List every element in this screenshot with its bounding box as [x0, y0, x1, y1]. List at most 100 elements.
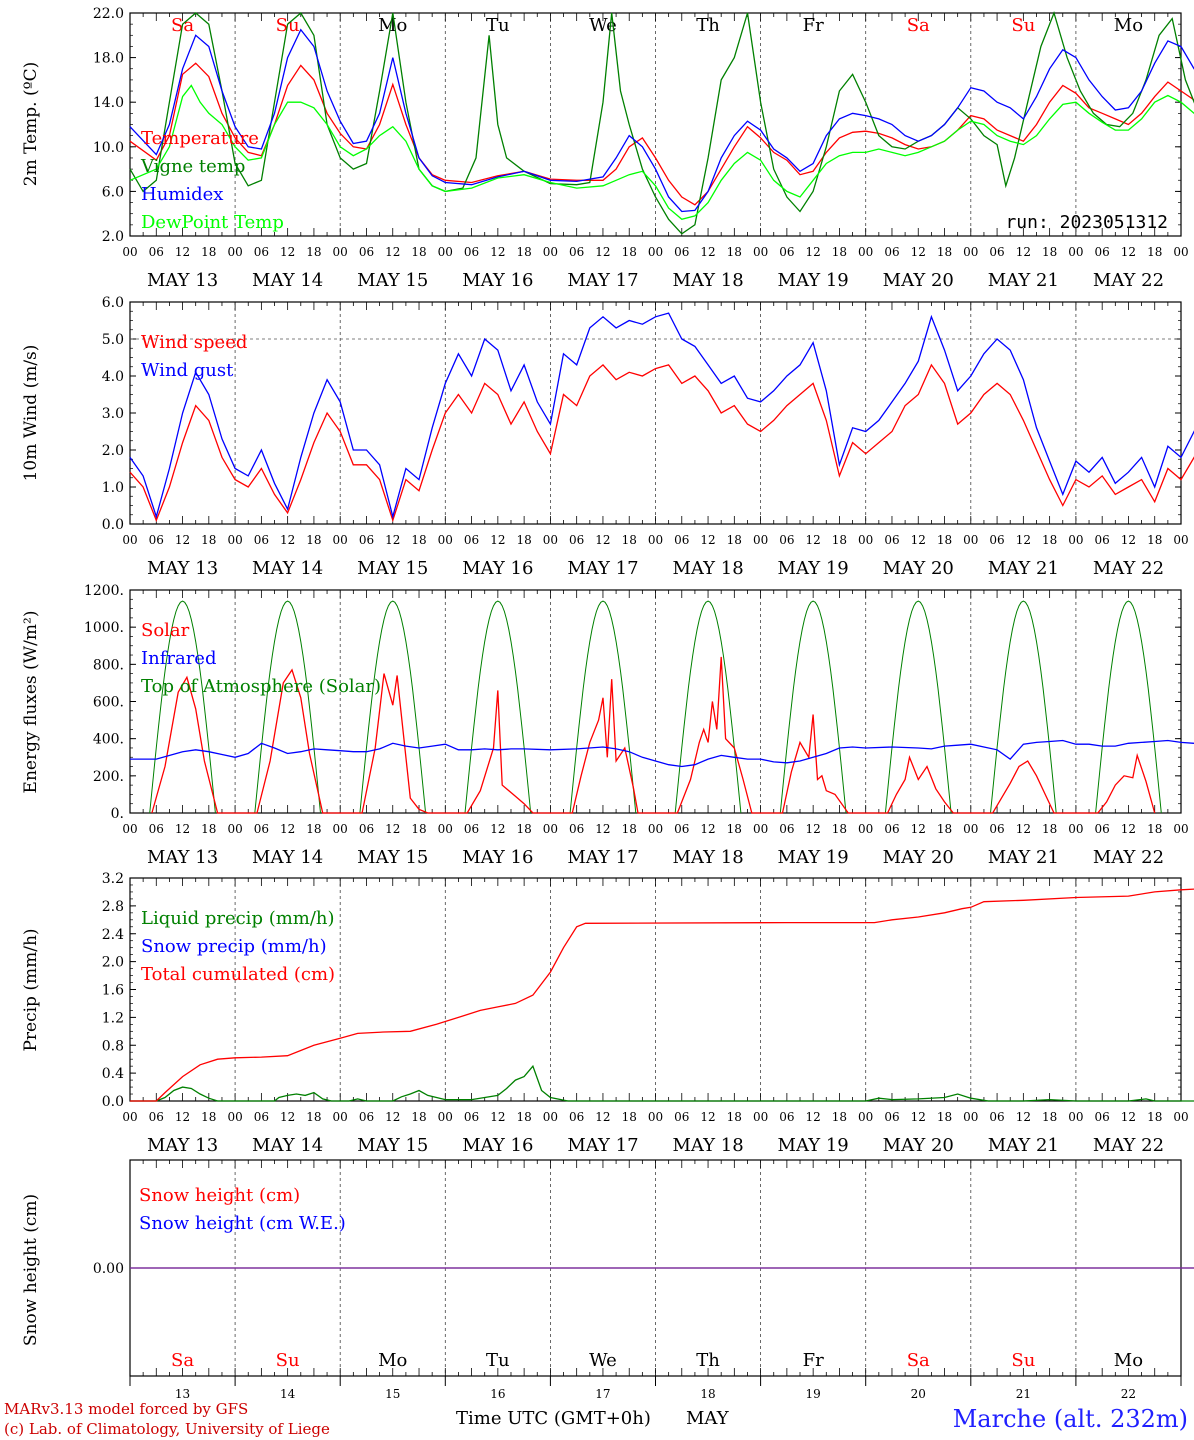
date-label: MAY 20	[883, 847, 954, 868]
hour-label: 18	[937, 533, 952, 547]
hour-label: 00	[858, 533, 873, 547]
hour-label: 00	[227, 1110, 242, 1124]
hour-label: 00	[858, 245, 873, 259]
y-tick-label: 5.0	[102, 332, 124, 348]
series-line-infrared	[130, 739, 1194, 768]
hour-label: 12	[806, 245, 821, 259]
hour-label: 00	[227, 822, 242, 836]
hour-label: 12	[385, 1110, 400, 1124]
hour-label: 06	[884, 245, 899, 259]
hour-label: 00	[543, 245, 558, 259]
hour-label: 12	[1121, 533, 1136, 547]
date-label: MAY 15	[357, 1135, 428, 1156]
day-number-label: 17	[595, 1387, 610, 1401]
legend-entry: Vigne temp	[140, 156, 245, 177]
y-tick-label: 18.0	[93, 51, 124, 67]
hour-label: 12	[385, 822, 400, 836]
hour-label: 18	[1042, 533, 1057, 547]
hour-label: 12	[175, 533, 190, 547]
hour-label: 00	[1068, 1110, 1083, 1124]
hour-label: 00	[438, 1110, 453, 1124]
day-name-label: Su	[276, 1350, 300, 1371]
hour-label: 00	[858, 822, 873, 836]
hour-label: 12	[595, 1110, 610, 1124]
series-line-vigne-temp	[129, 10, 1194, 235]
hour-label: 12	[911, 1110, 926, 1124]
date-label: MAY 15	[357, 558, 428, 579]
day-number-label: 20	[911, 1387, 926, 1401]
date-label: MAY 21	[988, 1135, 1059, 1156]
y-tick-label: 6.0	[102, 295, 124, 311]
y-axis-label: Energy fluxes (W/m²)	[21, 611, 41, 794]
panel-4: Precip (mm/h) 0.0 0.4 0.8 1.2 1.6 2.0 2.4 2.8 3.2…	[21, 871, 1194, 1156]
hour-label: 06	[464, 822, 479, 836]
date-label: MAY 18	[672, 270, 743, 291]
day-name-label: Sa	[907, 1350, 930, 1371]
series-line-wind-gust	[129, 312, 1194, 520]
y-tick-label: 1.2	[102, 1010, 124, 1026]
hour-label: 00	[438, 822, 453, 836]
date-label: MAY 21	[988, 558, 1059, 579]
hour-label: 06	[149, 245, 164, 259]
legend-entry: Wind speed	[141, 332, 247, 353]
day-number-label: 18	[700, 1387, 715, 1401]
hour-label: 06	[1095, 533, 1110, 547]
hour-label: 00	[122, 245, 137, 259]
hour-label: 18	[622, 1110, 637, 1124]
credit-lab: (c) Lab. of Climatology, University of L…	[4, 1420, 330, 1438]
hour-label: 18	[201, 1110, 216, 1124]
y-tick-label: 2.8	[102, 899, 124, 915]
date-label: MAY 19	[778, 847, 849, 868]
hour-label: 06	[359, 1110, 374, 1124]
legend-entry: DewPoint Temp	[141, 212, 284, 233]
date-label: MAY 17	[567, 558, 638, 579]
hour-label: 18	[201, 533, 216, 547]
date-label: MAY 20	[883, 1135, 954, 1156]
hour-label: 00	[753, 533, 768, 547]
date-label: MAY 19	[778, 1135, 849, 1156]
hour-label: 12	[806, 533, 821, 547]
legend-entry: Top of Atmosphere (Solar)	[141, 676, 381, 697]
date-label: MAY 21	[988, 270, 1059, 291]
day-name-label: Th	[696, 15, 720, 36]
hour-label: 00	[648, 1110, 663, 1124]
hour-label: 00	[122, 1110, 137, 1124]
y-tick-label: 0.0	[102, 1094, 124, 1110]
hour-label: 18	[411, 533, 426, 547]
hour-label: 18	[727, 1110, 742, 1124]
date-label: MAY 22	[1093, 558, 1164, 579]
hour-label: 12	[1016, 822, 1031, 836]
series-line-humidex	[129, 28, 1194, 213]
panel-3: Energy fluxes (W/m²) 0. 200. 400. 600. 800. 10…	[21, 583, 1194, 868]
hour-label: 00	[648, 822, 663, 836]
hour-label: 18	[1042, 1110, 1057, 1124]
hour-label: 12	[911, 245, 926, 259]
run-label: run: 2023051312	[1005, 212, 1168, 233]
toa-solar-curve	[779, 600, 847, 814]
date-label: MAY 16	[462, 1135, 533, 1156]
y-tick-label: 1.0	[102, 480, 124, 496]
hour-label: 00	[648, 245, 663, 259]
date-label: MAY 18	[672, 558, 743, 579]
date-label: MAY 15	[357, 847, 428, 868]
hour-label: 06	[1095, 245, 1110, 259]
x-axis-month: MAY	[686, 1408, 730, 1429]
y-axis-label: Snow height (cm)	[21, 1194, 41, 1346]
hour-label: 18	[727, 245, 742, 259]
day-name-label: Sa	[907, 15, 930, 36]
hour-label: 12	[1016, 245, 1031, 259]
y-axis-label: 2m Temp. (ºC)	[21, 62, 41, 187]
date-label: MAY 15	[357, 270, 428, 291]
legend-entry: Snow precip (mm/h)	[141, 936, 327, 957]
hour-label: 18	[1042, 245, 1057, 259]
y-tick-label: 800.	[93, 657, 124, 673]
hour-label: 12	[1121, 245, 1136, 259]
date-label: MAY 20	[883, 270, 954, 291]
day-name-label: We	[589, 1350, 617, 1371]
legend-entry: Total cumulated (cm)	[141, 964, 335, 985]
hour-label: 06	[464, 1110, 479, 1124]
toa-series	[149, 600, 1162, 814]
hour-label: 06	[464, 533, 479, 547]
hour-label: 00	[753, 1110, 768, 1124]
hour-label: 00	[333, 1110, 348, 1124]
